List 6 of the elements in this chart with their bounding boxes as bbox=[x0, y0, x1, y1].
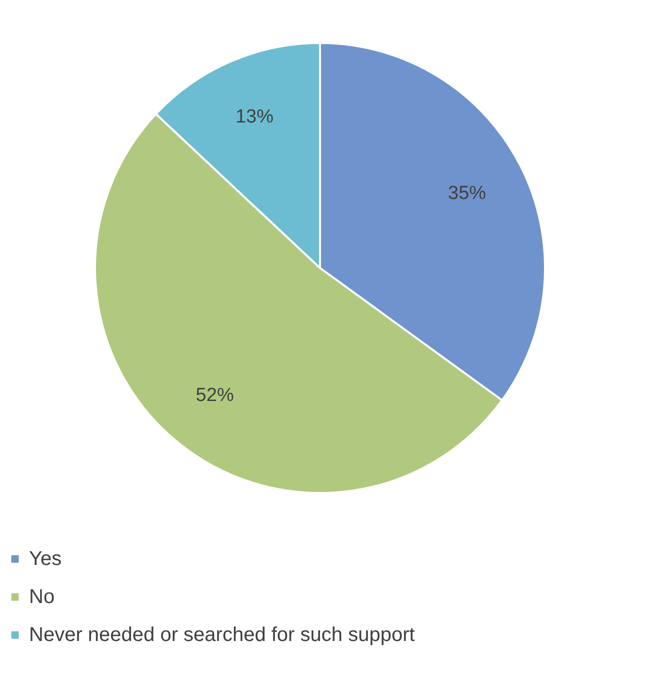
data-label: 13% bbox=[235, 106, 274, 128]
legend-label: No bbox=[29, 586, 55, 608]
data-label: 35% bbox=[448, 183, 486, 204]
data-label: 52% bbox=[196, 385, 234, 406]
legend-label: Never needed or searched for such support bbox=[29, 624, 416, 646]
legend-label: Yes bbox=[29, 548, 62, 570]
